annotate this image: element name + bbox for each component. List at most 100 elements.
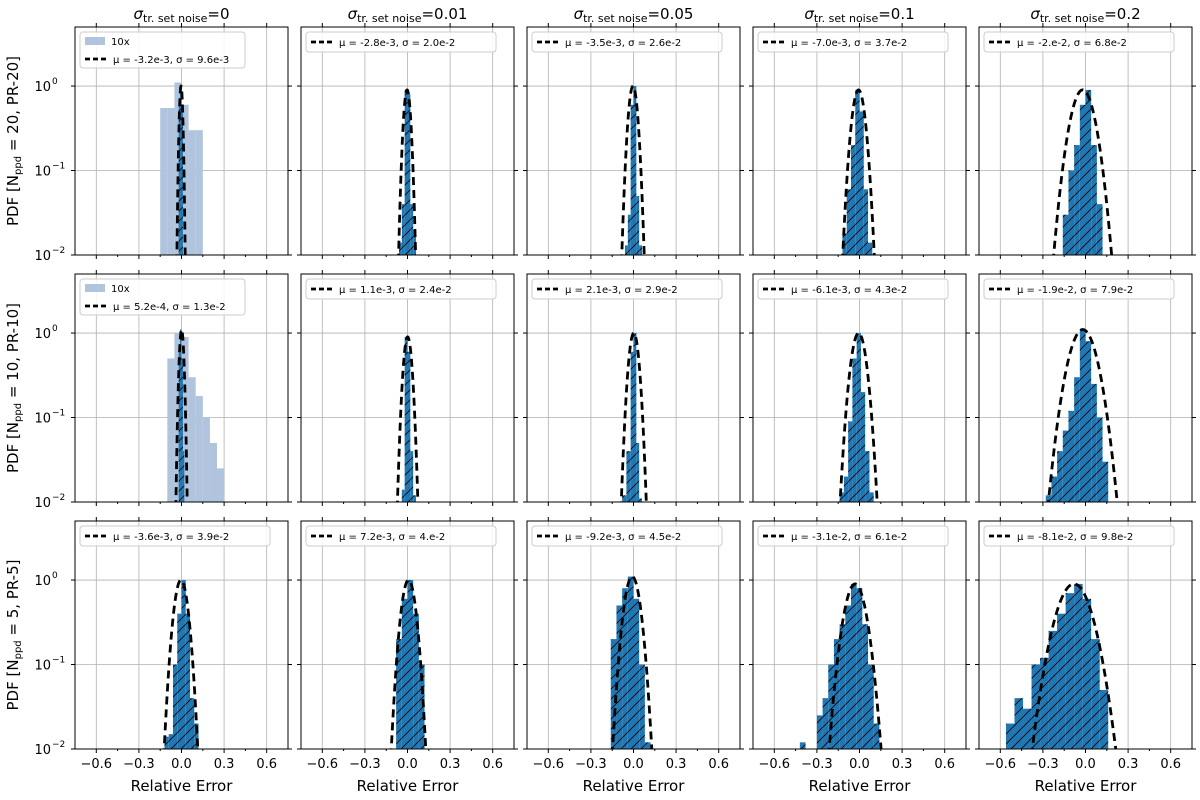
hist-bar <box>610 639 617 749</box>
panel-r1-c2: μ = 2.1e-3, σ = 2.9e-2 <box>523 270 744 506</box>
x-axis-label: Relative Error <box>583 777 686 795</box>
ylabel-sub: ppd <box>13 640 24 659</box>
y-tick-label: 10 <box>34 496 51 511</box>
legend-fit-label: μ = -7.0e-3, σ = 3.7e-2 <box>791 38 907 49</box>
inset-bar <box>209 442 217 502</box>
y-tick-label: 10 <box>34 574 51 589</box>
inset-bar <box>160 107 168 255</box>
y-tick-exponent: 0 <box>52 324 58 334</box>
x-tick-label: 0.6 <box>934 757 955 772</box>
hist-bar <box>639 664 645 749</box>
legend-inset-label: 10x <box>111 284 130 295</box>
hist-bar <box>627 214 631 255</box>
hist-bar <box>1096 204 1103 255</box>
inset-bar <box>167 107 175 255</box>
title-value: =0.2 <box>1104 5 1140 23</box>
x-tick-label: 0.3 <box>214 757 235 772</box>
hist-bar <box>828 664 834 749</box>
hist-bar <box>407 580 414 749</box>
hist-bar <box>404 89 408 255</box>
y-tick-exponent: −2 <box>52 740 65 750</box>
y-tick-exponent: −1 <box>52 409 65 419</box>
hist-bar <box>1068 170 1075 255</box>
ylabel-pre: PDF [N <box>4 422 22 473</box>
fit-curve <box>827 582 883 749</box>
inset-bar <box>167 358 175 502</box>
hist-bar <box>1062 430 1069 502</box>
fit-curve <box>396 335 420 502</box>
x-tick-label: −0.6 <box>81 757 113 772</box>
title-value: =0 <box>207 5 229 23</box>
hist-bar <box>1023 708 1032 749</box>
x-tick-label: 0.3 <box>666 757 687 772</box>
hist-bar <box>1079 329 1086 502</box>
fit-curve <box>620 84 646 255</box>
hist-bar <box>1091 383 1097 502</box>
hist-bar <box>1082 598 1092 749</box>
hist-bar <box>622 495 627 502</box>
hist-bar <box>407 351 411 502</box>
hist-bar <box>401 489 405 502</box>
x-tick-label: 0.0 <box>623 757 644 772</box>
hist-bar <box>843 476 849 502</box>
legend: μ = -2.e-2, σ = 6.8e-2 <box>983 31 1175 53</box>
legend-fit-label: μ = -2.e-2, σ = 6.8e-2 <box>1017 38 1127 49</box>
panel-r0-c2: μ = -3.5e-3, σ = 2.6e-2 σtr. set noise=0.… <box>523 5 744 259</box>
hist-bar <box>633 333 637 502</box>
x-tick-label: 0.0 <box>849 757 870 772</box>
hist-bar <box>1062 214 1069 255</box>
hist-bar <box>413 613 419 749</box>
column-title: σtr. set noise=0.2 <box>1030 5 1140 25</box>
hist-bar <box>1085 341 1092 502</box>
x-axis-label: Relative Error <box>131 777 234 795</box>
ylabel-sub: ppd <box>13 156 24 175</box>
hist-bar <box>626 451 631 502</box>
fit-curve <box>1052 88 1114 255</box>
legend-fit-label: μ = -3.5e-3, σ = 2.6e-2 <box>565 38 681 49</box>
ylabel-post: = 5, PR-5] <box>4 560 22 641</box>
hist-bar <box>164 736 169 749</box>
panel-body <box>160 82 203 255</box>
legend: μ = -3.1e-2, σ = 6.1e-2 <box>757 525 949 547</box>
hist-bar <box>396 639 402 749</box>
hist-bar <box>644 742 651 749</box>
legend: μ = -3.6e-3, σ = 3.9e-2 <box>79 525 271 547</box>
panel-r1-c3: μ = -6.1e-3, σ = 4.3e-2 <box>749 270 970 506</box>
hist-bar <box>839 492 844 502</box>
row-ylabel: PDF [Nppd = 5, PR-5] <box>4 560 24 711</box>
fit-curve <box>1046 328 1119 502</box>
panel-r2-c0: −0.6 −0.3 0.0 0.3 0.610−210−110 0μ = -3.6e-3,… <box>4 517 292 795</box>
legend: μ = -1.9e-2, σ = 7.9e-2 <box>983 278 1175 300</box>
inset-bar <box>174 333 182 502</box>
title-sub: tr. set noise <box>143 12 208 25</box>
y-tick-label: 10 <box>34 743 51 758</box>
legend-box <box>531 525 723 547</box>
hist-bar <box>1074 377 1080 502</box>
hist-bar <box>177 613 182 749</box>
hist-bar <box>862 624 869 749</box>
legend: μ = -6.1e-3, σ = 4.3e-2 <box>757 278 949 300</box>
fit-curve <box>162 578 200 749</box>
legend: μ = -8.1e-2, σ = 9.8e-2 <box>983 525 1175 547</box>
legend: μ = 2.1e-3, σ = 2.9e-2 <box>531 278 723 300</box>
hist-bar <box>845 605 851 749</box>
title-sub: tr. set noise <box>1040 12 1105 25</box>
y-tick-exponent: 0 <box>52 77 58 87</box>
panel-r2-c3: −0.6 −0.3 0.0 0.3 0.6 μ = -3.1e-2, σ = 6.1e-2… <box>749 517 970 795</box>
inset-bar <box>217 468 225 502</box>
legend-box <box>79 278 246 316</box>
row-ylabel: PDF [Nppd = 10, PR-10] <box>4 303 24 473</box>
fit-curve <box>841 88 876 255</box>
hist-bar <box>1057 613 1066 749</box>
hist-bar <box>636 442 640 502</box>
hist-bar <box>181 358 183 502</box>
x-tick-label: 0.3 <box>440 757 461 772</box>
x-tick-label: −0.3 <box>123 757 155 772</box>
hist-bar <box>846 189 851 255</box>
hist-bar <box>868 242 873 255</box>
column-title: σtr. set noise=0.05 <box>574 5 694 25</box>
hist-bar <box>1079 104 1086 255</box>
legend-box <box>531 278 723 300</box>
x-tick-label: 0.0 <box>171 757 192 772</box>
